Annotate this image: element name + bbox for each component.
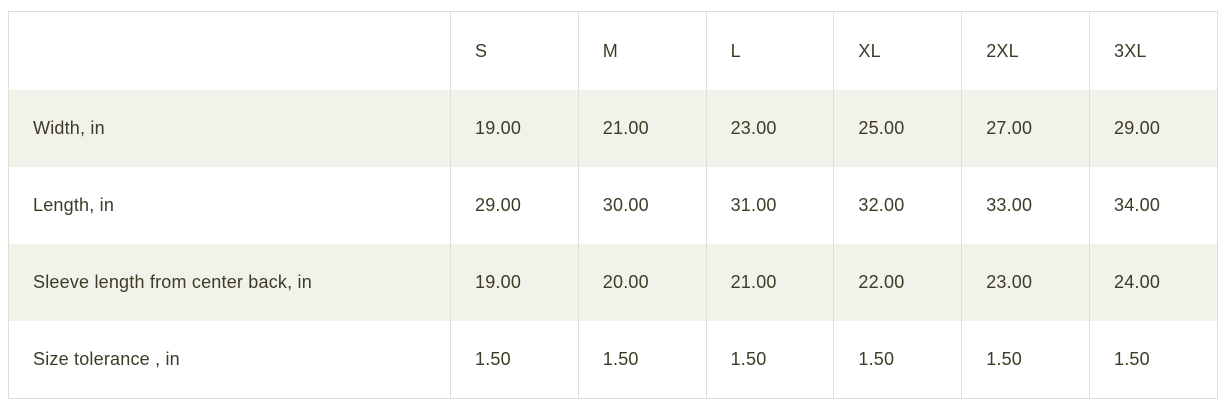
- cell-value: 1.50: [961, 321, 1090, 399]
- size-chart-table: S M L XL 2XL 3XL Width, in 19.00 21.00 2…: [8, 11, 1218, 399]
- cell-value: 34.00: [1088, 167, 1218, 244]
- header-cell-size-m: M: [577, 11, 707, 90]
- cell-value: 21.00: [705, 244, 834, 321]
- header-cell-size-s: S: [450, 11, 579, 90]
- size-chart-header: S M L XL 2XL 3XL: [8, 11, 1218, 90]
- header-row: S M L XL 2XL 3XL: [8, 11, 1218, 90]
- cell-value: 1.50: [1088, 321, 1218, 399]
- table-row-width: Width, in 19.00 21.00 23.00 25.00 27.00 …: [8, 90, 1218, 167]
- cell-value: 1.50: [450, 321, 579, 399]
- cell-value: 22.00: [833, 244, 962, 321]
- cell-value: 24.00: [1088, 244, 1218, 321]
- cell-value: 21.00: [577, 90, 707, 167]
- cell-value: 25.00: [833, 90, 962, 167]
- row-label: Length, in: [8, 167, 451, 244]
- row-label: Width, in: [8, 90, 451, 167]
- header-cell-empty: [8, 11, 451, 90]
- table-row-length: Length, in 29.00 30.00 31.00 32.00 33.00…: [8, 167, 1218, 244]
- cell-value: 1.50: [577, 321, 707, 399]
- cell-value: 29.00: [1088, 90, 1218, 167]
- cell-value: 33.00: [961, 167, 1090, 244]
- table-row-sleeve-length: Sleeve length from center back, in 19.00…: [8, 244, 1218, 321]
- cell-value: 19.00: [450, 244, 579, 321]
- cell-value: 1.50: [705, 321, 834, 399]
- row-label: Size tolerance , in: [8, 321, 451, 399]
- cell-value: 32.00: [833, 167, 962, 244]
- header-cell-size-l: L: [705, 11, 834, 90]
- header-cell-size-3xl: 3XL: [1088, 11, 1218, 90]
- cell-value: 27.00: [961, 90, 1090, 167]
- cell-value: 23.00: [961, 244, 1090, 321]
- header-cell-size-2xl: 2XL: [961, 11, 1090, 90]
- header-cell-size-xl: XL: [833, 11, 962, 90]
- cell-value: 31.00: [705, 167, 834, 244]
- size-chart-body: Width, in 19.00 21.00 23.00 25.00 27.00 …: [8, 90, 1218, 399]
- cell-value: 1.50: [833, 321, 962, 399]
- cell-value: 20.00: [577, 244, 707, 321]
- table-row-size-tolerance: Size tolerance , in 1.50 1.50 1.50 1.50 …: [8, 321, 1218, 399]
- cell-value: 23.00: [705, 90, 834, 167]
- row-label: Sleeve length from center back, in: [8, 244, 451, 321]
- cell-value: 30.00: [577, 167, 707, 244]
- cell-value: 19.00: [450, 90, 579, 167]
- cell-value: 29.00: [450, 167, 579, 244]
